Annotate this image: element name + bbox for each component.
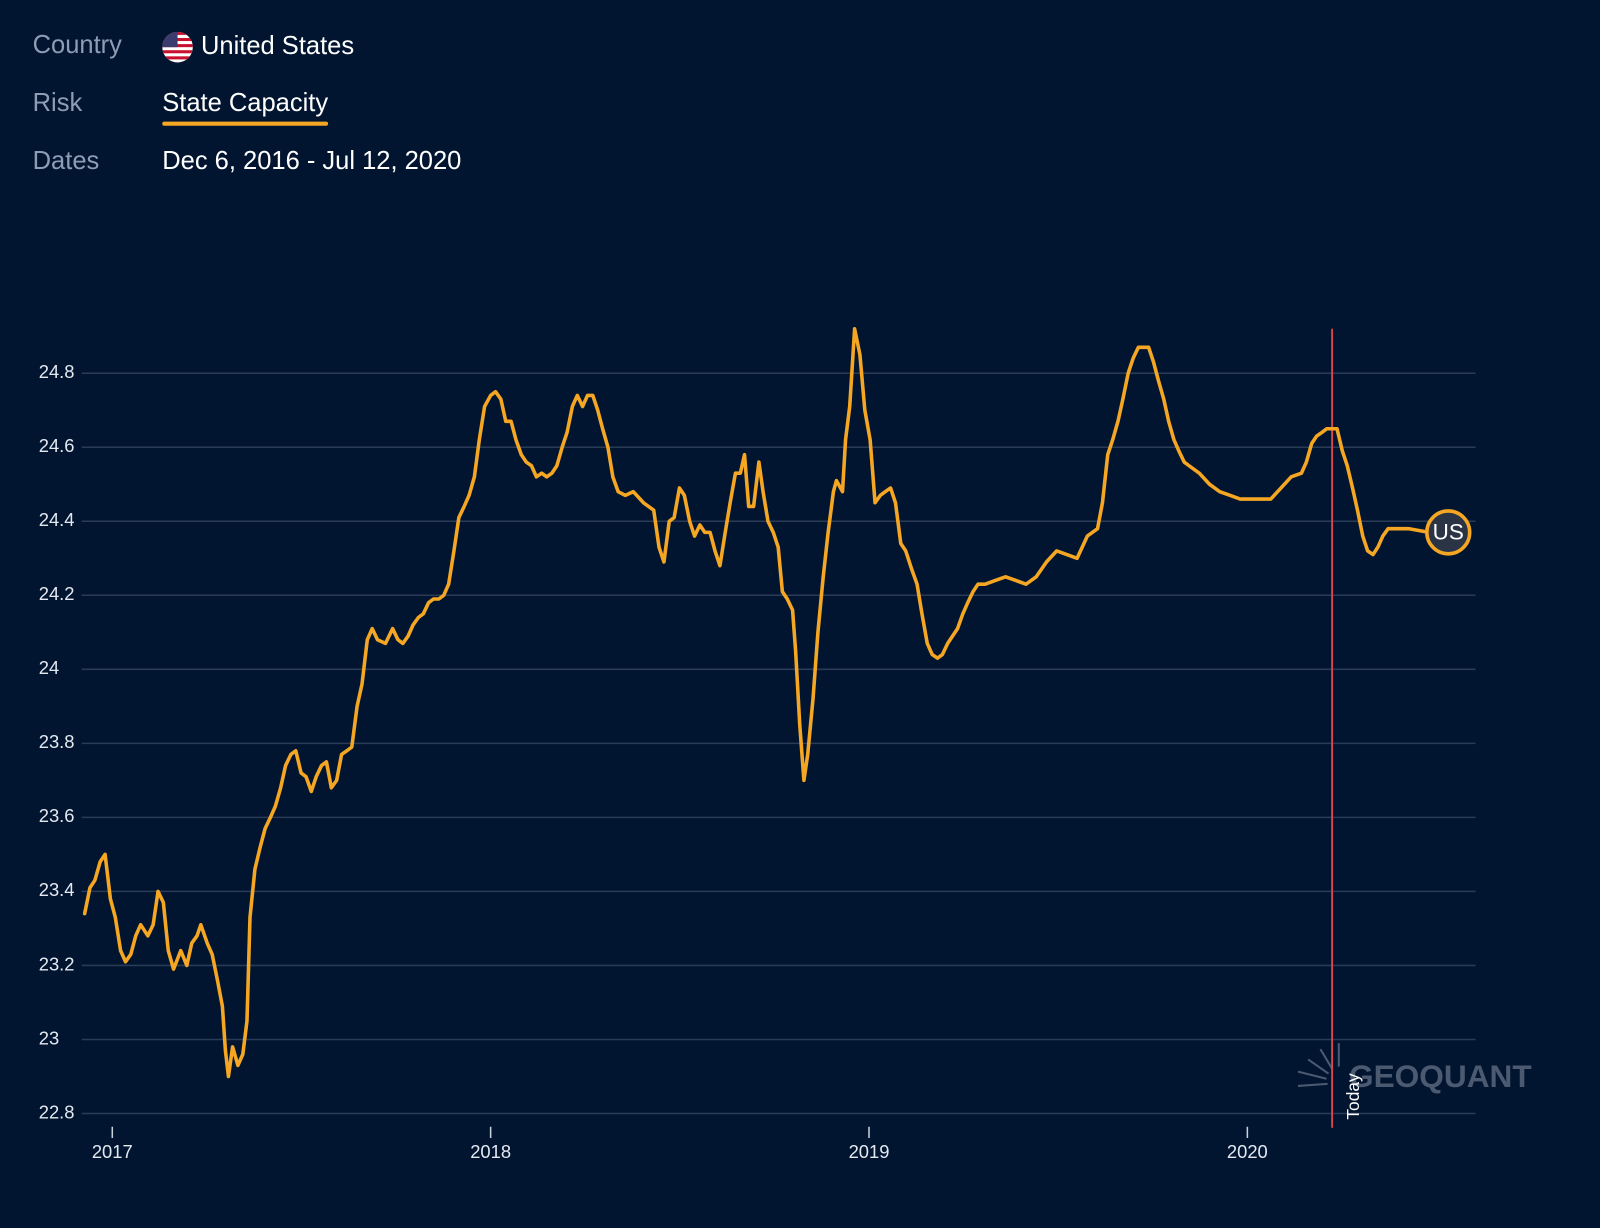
dates-label: Dates — [33, 147, 100, 175]
y-tick-label: 23.4 — [39, 879, 75, 900]
x-tick-label: 2020 — [1227, 1141, 1268, 1162]
y-tick-label: 24.8 — [39, 361, 75, 382]
x-tick-label: 2017 — [92, 1141, 133, 1162]
series-line — [82, 327, 1451, 1079]
y-tick-label: 23.6 — [39, 805, 75, 826]
y-tick-label: 24.4 — [39, 509, 75, 530]
dates-value[interactable]: Dec 6, 2016 - Jul 12, 2020 — [162, 147, 461, 175]
risk-label: Risk — [33, 89, 83, 117]
y-tick-label: 24.6 — [39, 435, 75, 456]
y-tick-label: 23.8 — [39, 731, 75, 752]
end-marker — [1425, 509, 1472, 556]
y-tick-label: 23 — [39, 1027, 59, 1048]
x-tick-label: 2019 — [849, 1141, 890, 1162]
country-value[interactable]: United States — [201, 32, 354, 60]
y-tick-label: 22.8 — [39, 1101, 75, 1122]
today-label: Today — [1343, 1073, 1363, 1120]
flag-icon — [162, 31, 193, 63]
watermark-icon — [1297, 1043, 1340, 1087]
series-label: US — [1433, 519, 1464, 544]
y-tick-label: 23.2 — [39, 953, 75, 974]
y-tick-label: 24.2 — [39, 583, 75, 604]
country-label: Country — [33, 31, 123, 59]
risk-underline — [162, 121, 329, 126]
x-tick-label: 2018 — [470, 1141, 511, 1162]
risk-value[interactable]: State Capacity — [162, 89, 328, 117]
y-tick-label: 24 — [39, 657, 59, 678]
watermark: GEOQUANT — [1349, 1058, 1532, 1094]
